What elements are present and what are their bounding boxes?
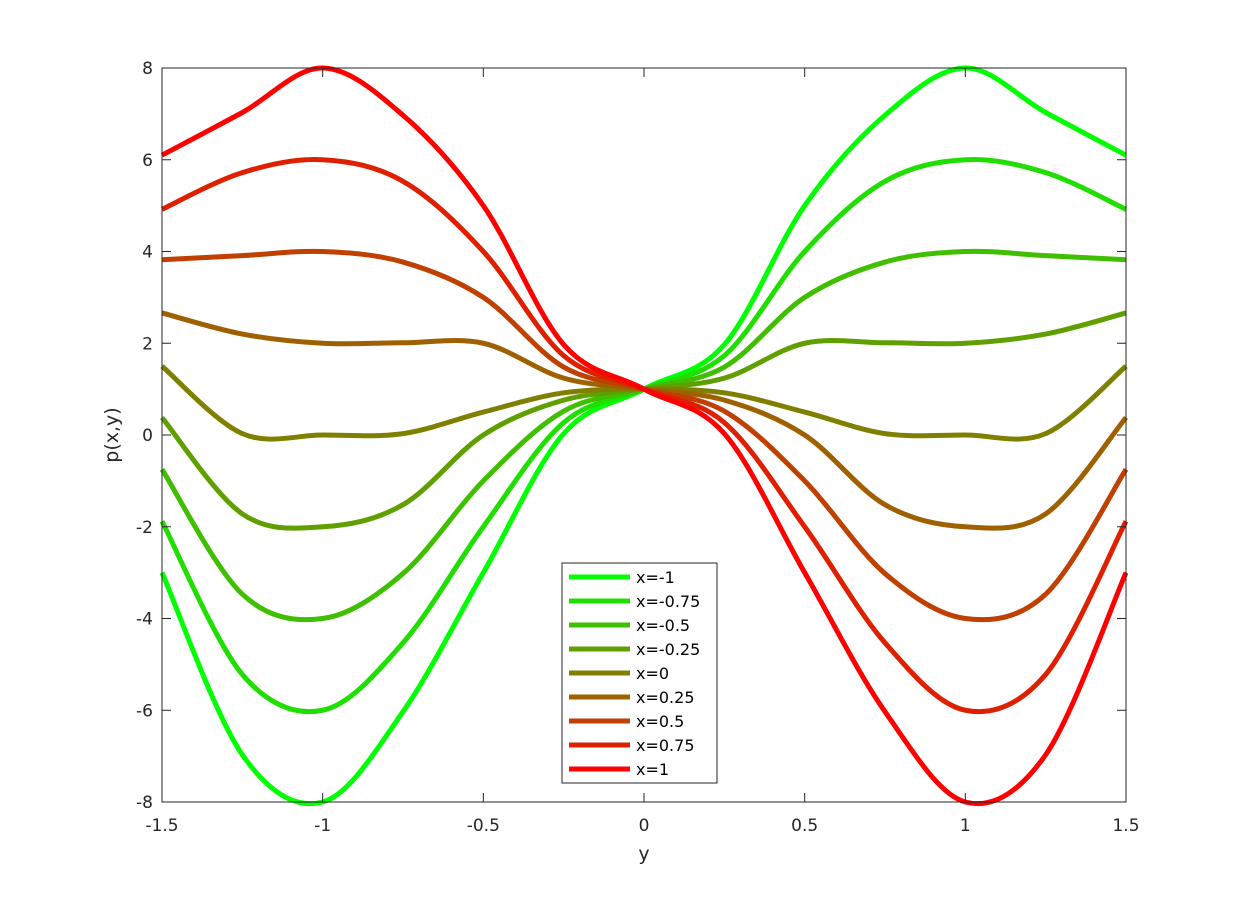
y-axis-label: p(x,y) — [101, 407, 123, 462]
x-tick-label: 1.5 — [1112, 816, 1139, 836]
x-tick-label: 0 — [639, 816, 650, 836]
x-tick-label: -0.5 — [467, 816, 500, 836]
legend-label: x=0.25 — [636, 688, 695, 707]
y-tick-label: -8 — [136, 793, 153, 813]
x-axis-label: y — [638, 843, 649, 865]
legend: x=-1 x=-0.75 x=-0.5 x=-0.25 x=0 x=0.25 x=0.5 x=… — [561, 562, 718, 784]
legend-label: x=-0.25 — [636, 640, 700, 659]
y-tick-label: 4 — [142, 243, 153, 263]
series-lines — [159, 65, 1129, 807]
x-tick-label: 1 — [960, 816, 971, 836]
y-tick-label: 6 — [142, 151, 153, 171]
y-tick-label: -4 — [136, 610, 153, 630]
legend-label: x=0 — [636, 664, 669, 683]
series-line-8 — [160, 65, 1129, 807]
legend-label: x=0.75 — [636, 736, 695, 755]
legend-label: x=-0.5 — [636, 616, 690, 635]
y-tick-label: 8 — [142, 59, 153, 79]
legend-label: x=-0.75 — [636, 592, 700, 611]
y-tick-label: 0 — [142, 426, 153, 446]
x-tick-label: -1.5 — [145, 816, 178, 836]
x-tick-label: -1 — [314, 816, 331, 836]
y-tick-label: 2 — [142, 334, 153, 354]
x-tick-label: 0.5 — [791, 816, 818, 836]
y-tick-label: -6 — [136, 701, 153, 721]
legend-label: x=-1 — [636, 568, 675, 587]
legend-label: x=1 — [636, 760, 669, 779]
axis-ticks: -1.5 -1 -0.5 0 0.5 1 1.5 -8 -6 -4 -2 0 2 4 6 8 — [136, 59, 1139, 836]
series-line-0 — [159, 65, 1128, 807]
y-tick-label: -2 — [136, 518, 153, 538]
legend-label: x=0.5 — [636, 712, 684, 731]
